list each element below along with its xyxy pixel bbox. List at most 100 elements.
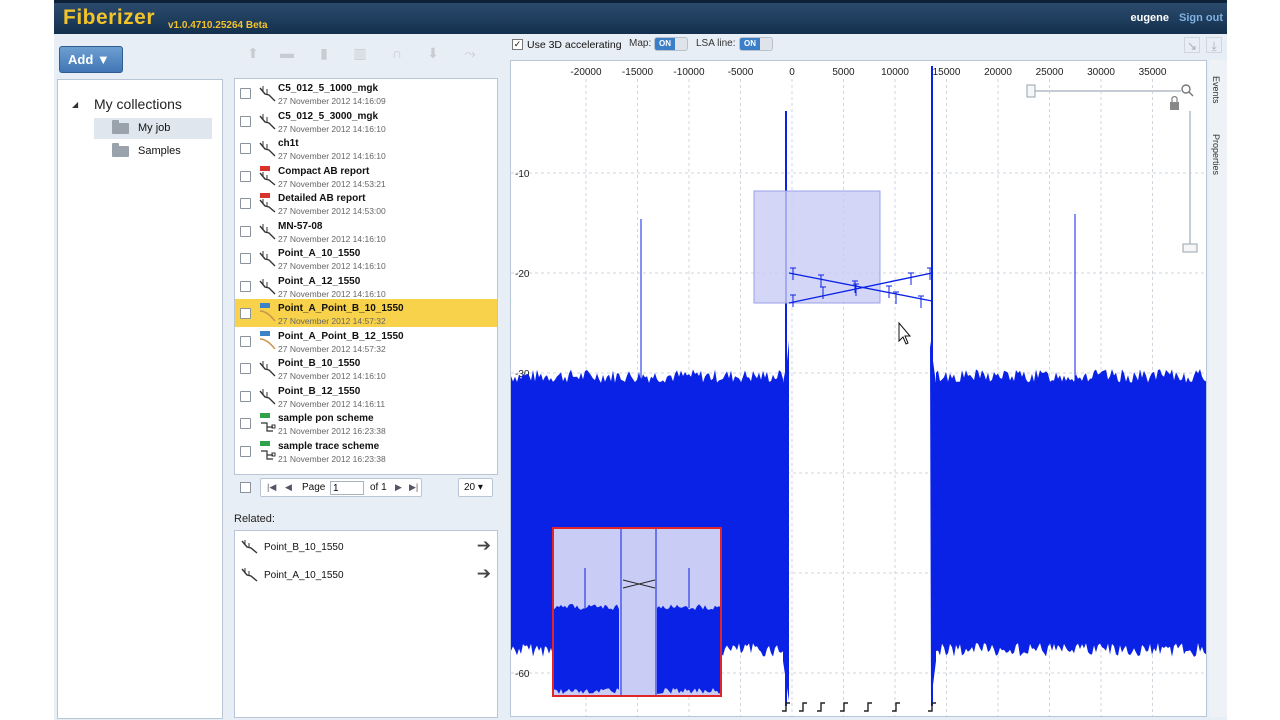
- file-name: MN-57-08: [278, 220, 323, 232]
- file-row[interactable]: Point_A_Point_B_10_1550 27 November 2012 …: [235, 299, 497, 327]
- file-checkbox[interactable]: [240, 198, 251, 209]
- x-tick-label: -5000: [728, 67, 754, 78]
- page-label: Page: [302, 482, 326, 493]
- event-marker: [928, 702, 936, 712]
- tab-properties[interactable]: Properties: [1211, 134, 1221, 176]
- file-checkbox[interactable]: [240, 280, 251, 292]
- file-checkbox[interactable]: [240, 445, 251, 457]
- file-row[interactable]: C5_012_5_3000_mgk 27 November 2012 14:16:…: [235, 107, 497, 135]
- folder-new-icon[interactable]: ▬: [280, 45, 294, 61]
- file-date: 21 November 2012 16:23:38: [278, 453, 386, 464]
- related-item[interactable]: Point_A_10_1550 ➔: [235, 561, 497, 588]
- tree-root-label[interactable]: My collections: [94, 96, 182, 112]
- pdf-report-icon: [259, 165, 276, 186]
- file-row[interactable]: MN-57-08 27 November 2012 14:16:10: [235, 217, 497, 245]
- file-checkbox[interactable]: [240, 390, 251, 402]
- per-page-select[interactable]: 20 ▾: [458, 478, 493, 497]
- upload-icon[interactable]: ⬆: [247, 45, 259, 61]
- lock-icon-shackle: [1171, 95, 1178, 102]
- user-name[interactable]: eugene: [1130, 12, 1169, 24]
- delete-icon[interactable]: ▮: [320, 45, 328, 61]
- file-row[interactable]: ch1t 27 November 2012 14:16:10: [235, 134, 497, 162]
- zoom-slider-handle-v: [1182, 243, 1198, 253]
- collapse-arrow-icon[interactable]: ◢: [72, 100, 79, 109]
- events-view-icon[interactable]: ⤓: [1206, 37, 1222, 53]
- tree-item-my-job[interactable]: My job: [94, 118, 212, 139]
- event-marker: [817, 702, 825, 712]
- x-tick-label: -20000: [570, 67, 602, 78]
- lsa-line-b: [788, 272, 933, 304]
- trace-icon: [259, 278, 276, 294]
- map-toggle[interactable]: ON: [654, 37, 688, 51]
- chart-icon[interactable]: ▥: [353, 45, 367, 61]
- trace-chart[interactable]: -20000 -15000 -10000 -5000 0 5000 10000 15000 20…: [510, 60, 1207, 717]
- chart-canvas[interactable]: -20000 -15000 -10000 -5000 0 5000 10000 15000 20…: [511, 61, 1207, 717]
- file-row[interactable]: Point_B_12_1550 27 November 2012 14:16:11: [235, 382, 497, 410]
- y-tick-label: -10: [515, 169, 530, 180]
- tab-events[interactable]: Events: [1211, 76, 1221, 104]
- sign-out-link[interactable]: Sign out: [1179, 12, 1223, 24]
- side-tabs: Events Properties: [1209, 60, 1227, 717]
- bidir-trace-icon: [259, 330, 276, 349]
- prev-page-icon[interactable]: ◀: [285, 482, 292, 492]
- trace-icon: [259, 223, 276, 239]
- file-row[interactable]: C5_012_5_1000_mgk 27 November 2012 14:16:…: [235, 79, 497, 107]
- x-tick-label: 20000: [984, 67, 1012, 78]
- file-checkbox[interactable]: [240, 88, 251, 99]
- event-marker: [840, 702, 848, 712]
- x-tick-label: 30000: [1087, 67, 1115, 78]
- lsa-label: LSA line:: [696, 38, 736, 49]
- page-input[interactable]: [330, 481, 364, 495]
- pager: |◀ ◀ Page of 1 ▶ ▶| 20 ▾: [234, 476, 498, 500]
- file-checkbox[interactable]: [240, 308, 251, 319]
- file-row[interactable]: Compact AB report 27 November 2012 14:53:…: [235, 162, 497, 190]
- file-date: 27 November 2012 14:16:10: [278, 261, 386, 271]
- file-name: sample trace scheme: [278, 440, 380, 452]
- file-checkbox[interactable]: [240, 170, 251, 182]
- link-icon[interactable]: ⤳: [464, 45, 476, 61]
- trace-noise-right: [936, 369, 1206, 657]
- file-checkbox[interactable]: [240, 335, 251, 347]
- file-checkbox[interactable]: [240, 225, 251, 237]
- file-checkbox[interactable]: [240, 143, 251, 154]
- zoom-icon: [1181, 84, 1191, 94]
- first-page-icon[interactable]: |◀: [267, 482, 277, 492]
- file-row[interactable]: Point_A_10_1550 27 November 2012 14:16:10: [235, 244, 497, 272]
- related-list: Point_B_10_1550 ➔ Point_A_10_1550 ➔: [234, 530, 498, 718]
- zoom-icon-handle: [1188, 91, 1194, 97]
- file-row[interactable]: sample pon scheme 21 November 2012 16:23:…: [235, 409, 497, 437]
- file-row[interactable]: sample trace scheme 21 November 2012 16:2…: [235, 437, 497, 465]
- next-page-icon[interactable]: ▶: [395, 482, 402, 492]
- lsa-line-a: [788, 272, 933, 302]
- select-all-checkbox[interactable]: [240, 482, 251, 493]
- add-button[interactable]: Add ▼: [59, 46, 123, 73]
- trace-view-icon[interactable]: ↘: [1184, 37, 1200, 53]
- download-icon[interactable]: ⬇: [427, 45, 439, 61]
- x-tick-label: 5000: [832, 67, 855, 78]
- file-row[interactable]: Point_A_Point_B_12_1550 27 November 2012 …: [235, 327, 497, 355]
- file-row[interactable]: Detailed AB report 27 November 2012 14:53…: [235, 189, 497, 217]
- related-item[interactable]: Point_B_10_1550 ➔: [235, 533, 497, 560]
- arrow-right-icon[interactable]: ➔: [476, 536, 491, 555]
- file-checkbox[interactable]: [240, 418, 251, 429]
- file-row[interactable]: Point_B_10_1550 27 November 2012 14:16:10: [235, 354, 497, 382]
- file-row[interactable]: Point_A_12_1550 27 November 2012 14:16:10: [235, 272, 497, 300]
- x-tick-label: -10000: [673, 67, 705, 78]
- last-page-icon[interactable]: ▶|: [409, 482, 419, 492]
- file-date: 27 November 2012 14:16:10: [278, 371, 386, 381]
- arrow-right-icon[interactable]: ➔: [476, 564, 491, 583]
- tree-item-samples[interactable]: Samples: [94, 141, 212, 162]
- scheme-icon: [260, 413, 276, 432]
- file-checkbox[interactable]: [240, 363, 251, 374]
- file-name: Point_A_Point_B_10_1550: [278, 303, 404, 314]
- pdf-report-icon: [259, 193, 276, 213]
- file-checkbox[interactable]: [240, 115, 251, 127]
- accel-checkbox[interactable]: ✓: [512, 39, 523, 50]
- file-date: 27 November 2012 14:57:32: [278, 343, 386, 354]
- analysis-icon[interactable]: ∩: [391, 45, 403, 61]
- file-date: 27 November 2012 14:53:00: [278, 206, 386, 216]
- file-checkbox[interactable]: [240, 253, 251, 264]
- file-toolbar: ⬆ ▬ ▮ ▥ ∩ ⬇ ⤳: [234, 37, 499, 73]
- lsa-toggle[interactable]: ON: [739, 37, 773, 51]
- file-name: Compact AB report: [278, 165, 370, 177]
